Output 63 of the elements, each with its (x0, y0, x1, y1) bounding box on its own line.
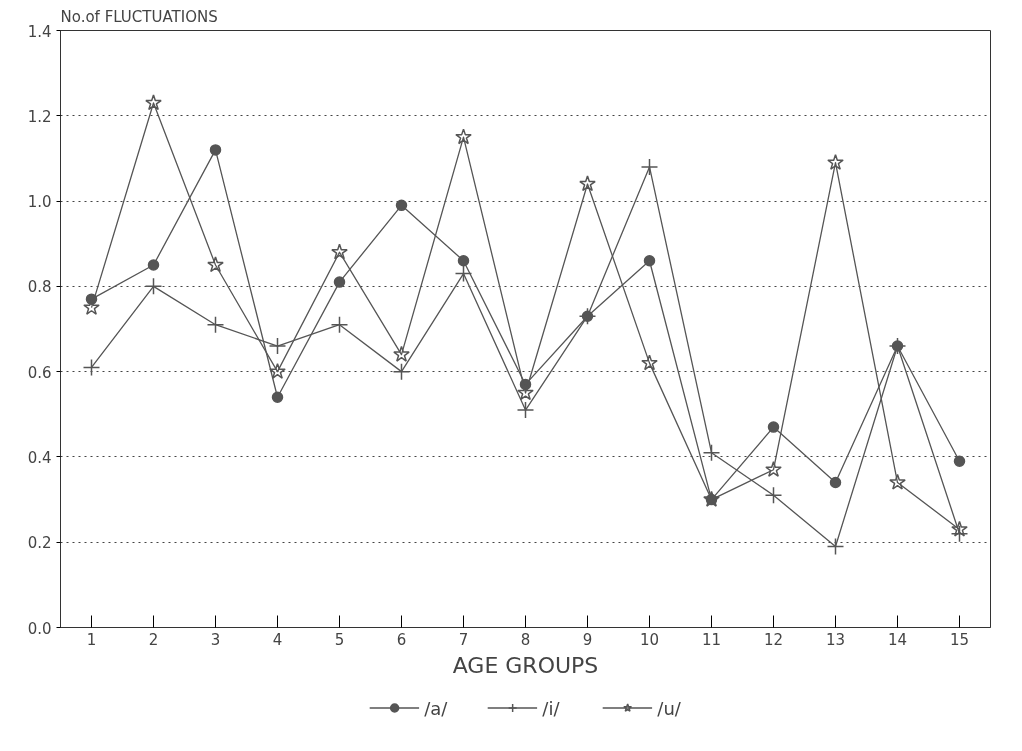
x-tick-label: 10 (639, 630, 660, 649)
point (331, 243, 348, 260)
x-tick-label: 12 (763, 630, 784, 649)
point (209, 144, 222, 156)
point (953, 455, 966, 467)
point (454, 264, 473, 283)
point (950, 524, 969, 543)
point (826, 537, 845, 556)
point (82, 358, 101, 377)
x-tick-label: 14 (887, 630, 908, 649)
x-tick-label: 2 (148, 630, 159, 649)
point (268, 337, 287, 355)
point (393, 345, 410, 362)
point (579, 175, 596, 192)
legend-label: /i/ (542, 697, 561, 718)
y-tick-label: 0.6 (27, 363, 52, 382)
point (767, 421, 780, 433)
y-axis-title: No.of FLUCTUATIONS (60, 7, 218, 26)
point (333, 276, 346, 288)
point (516, 401, 535, 419)
y-tick-label: 0.2 (27, 534, 52, 553)
point (147, 259, 160, 271)
point (269, 362, 286, 379)
point (951, 520, 968, 537)
point (889, 473, 906, 490)
x-tick-label: 6 (396, 630, 407, 649)
point (271, 391, 284, 403)
point (455, 128, 472, 145)
x-tick-label: 9 (582, 630, 593, 649)
x-tick-label: 11 (701, 630, 722, 649)
x-axis-title: AGE GROUPS (452, 652, 599, 678)
point (641, 354, 658, 371)
x-tick-label: 1 (86, 630, 97, 649)
x-tick-label: 15 (949, 630, 970, 649)
x-tick-label: 8 (520, 630, 531, 649)
point (145, 94, 162, 111)
x-tick-label: 7 (458, 630, 469, 649)
y-tick-label: 1.2 (27, 107, 52, 126)
point (829, 476, 842, 489)
point (640, 158, 659, 176)
y-tick-label: 0.8 (27, 278, 52, 297)
y-tick-label: 0.0 (27, 619, 52, 638)
point (395, 199, 408, 212)
point (144, 277, 163, 296)
point (827, 153, 844, 170)
legend-label: /a/ (424, 697, 448, 718)
point (457, 255, 470, 267)
point (643, 255, 656, 267)
x-tick-label: 4 (272, 630, 283, 649)
legend-label: /u/ (657, 697, 681, 718)
point (330, 315, 349, 334)
point (764, 486, 783, 505)
y-tick-label: 0.4 (27, 448, 52, 467)
y-tick-label: 1.0 (27, 193, 52, 212)
x-tick-label: 5 (334, 630, 345, 649)
point (207, 256, 224, 273)
point (702, 443, 721, 462)
point (392, 362, 411, 381)
y-tick-label: 1.4 (27, 22, 52, 41)
point (765, 460, 782, 477)
x-tick-label: 3 (210, 630, 221, 649)
point (206, 315, 225, 334)
x-tick-label: 13 (825, 630, 846, 649)
